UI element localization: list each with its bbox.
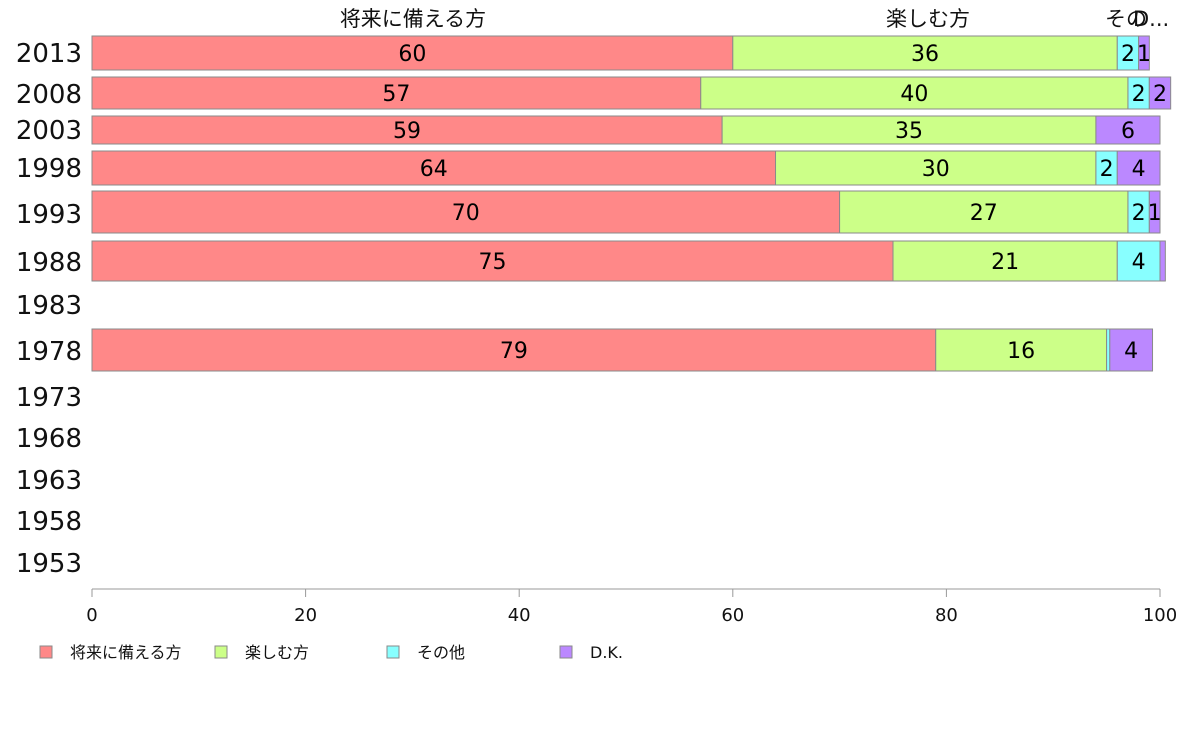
x-tick-label: 60 [721, 605, 744, 626]
data-label: 16 [1007, 339, 1035, 364]
data-label: 36 [911, 42, 939, 67]
data-label: 4 [1124, 339, 1138, 364]
bar-segment [732, 35, 1118, 71]
data-label: 2 [1153, 82, 1167, 107]
legend-label: 将来に備える方 [70, 643, 182, 662]
legend-label: その他 [417, 643, 465, 662]
bar-segment [1138, 35, 1150, 71]
bar-segment [91, 328, 937, 372]
data-label: 2 [1121, 42, 1135, 67]
data-label: 2 [1132, 82, 1146, 107]
bar-segment [91, 35, 734, 71]
bar-segment [935, 328, 1108, 372]
bar-segment [91, 190, 841, 234]
year-label: 1978 [16, 337, 82, 367]
bar-segment [700, 76, 1129, 110]
bar-segment [1109, 328, 1154, 372]
data-label: 4 [1132, 250, 1146, 275]
bar-segment [775, 150, 1097, 186]
bar-segment [91, 115, 723, 145]
data-label: 70 [452, 201, 480, 226]
series-header: 将来に備える方 [340, 7, 486, 31]
data-label: 59 [393, 119, 421, 144]
series-header: その [1105, 7, 1147, 31]
series-header: 楽しむ方 [886, 7, 970, 31]
year-label: 1998 [16, 154, 82, 184]
data-label: 4 [1132, 157, 1146, 182]
data-label: 57 [382, 82, 410, 107]
bar-segment [892, 240, 1118, 282]
bar-segment [1148, 76, 1172, 110]
bar-segment [721, 115, 1097, 145]
legend-swatch [386, 645, 400, 659]
year-label: 1988 [16, 248, 82, 278]
year-label: 2008 [16, 80, 82, 110]
x-tick-label: 40 [508, 605, 531, 626]
year-label: 1953 [16, 549, 82, 579]
x-tick-label: 100 [1143, 605, 1177, 626]
data-label: 64 [420, 157, 448, 182]
legend-swatch [39, 645, 53, 659]
legend-label: 楽しむ方 [245, 643, 309, 662]
year-label: 1963 [16, 466, 82, 496]
x-tick-label: 20 [294, 605, 317, 626]
data-label: 75 [479, 250, 507, 275]
year-label: 1983 [16, 291, 82, 321]
bar-segment [91, 150, 777, 186]
year-label: 1993 [16, 200, 82, 230]
data-label: 1 [1137, 42, 1151, 67]
data-label: 79 [500, 339, 528, 364]
legend-swatch [214, 645, 228, 659]
data-label: 2 [1100, 157, 1114, 182]
year-label: 1968 [16, 424, 82, 454]
data-label: 1 [1148, 201, 1162, 226]
data-label: 40 [900, 82, 928, 107]
data-label: 60 [398, 42, 426, 67]
bar-segment [1116, 150, 1161, 186]
bar-segment [1095, 115, 1161, 145]
bar-segment [91, 76, 702, 110]
data-label: 2 [1132, 201, 1146, 226]
x-tick-label: 80 [935, 605, 958, 626]
year-label: 1973 [16, 383, 82, 413]
data-label: 30 [922, 157, 950, 182]
year-label: 1958 [16, 507, 82, 537]
legend-swatch [559, 645, 573, 659]
year-label: 2003 [16, 116, 82, 146]
bar-segment [91, 240, 894, 282]
series-header: D... [1133, 7, 1169, 31]
data-label: 27 [970, 201, 998, 226]
legend-label: D.K. [590, 643, 623, 662]
data-label: 6 [1121, 119, 1135, 144]
data-label: 35 [895, 119, 923, 144]
data-label: 21 [991, 250, 1019, 275]
bar-segment [1116, 240, 1161, 282]
x-tick-label: 0 [86, 605, 97, 626]
year-label: 2013 [16, 39, 82, 69]
bar-segment [1148, 190, 1161, 234]
bar-segment [1159, 240, 1166, 282]
